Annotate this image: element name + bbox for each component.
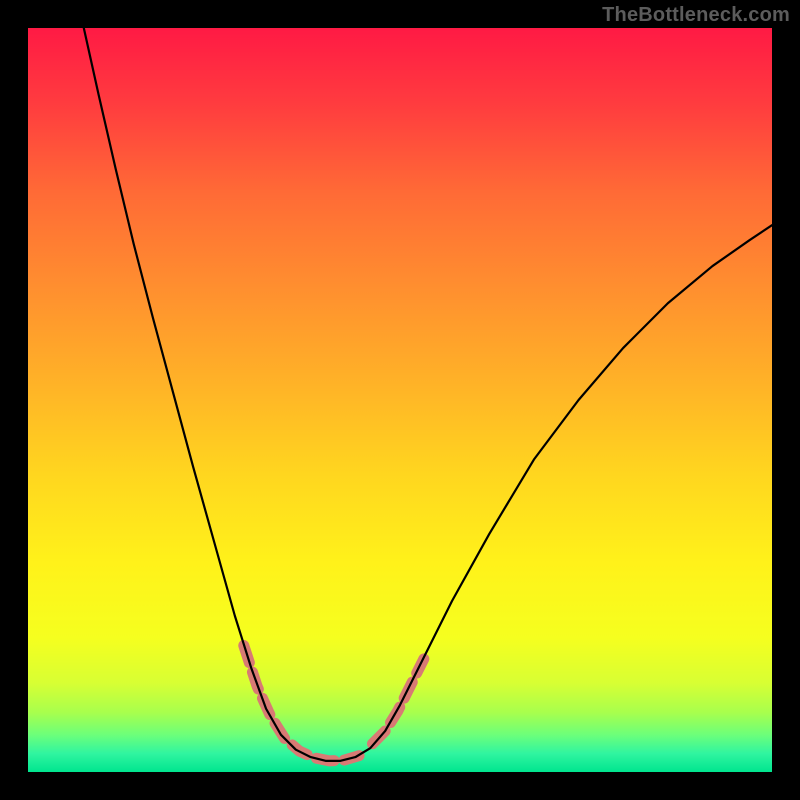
bottleneck-curve <box>84 28 772 761</box>
highlight-segments <box>244 646 424 761</box>
attribution-text: TheBottleneck.com <box>602 4 790 27</box>
curve-layer <box>28 28 772 772</box>
plot-area <box>28 28 772 772</box>
chart-frame: TheBottleneck.com <box>0 0 800 800</box>
highlight-segment <box>244 646 359 761</box>
